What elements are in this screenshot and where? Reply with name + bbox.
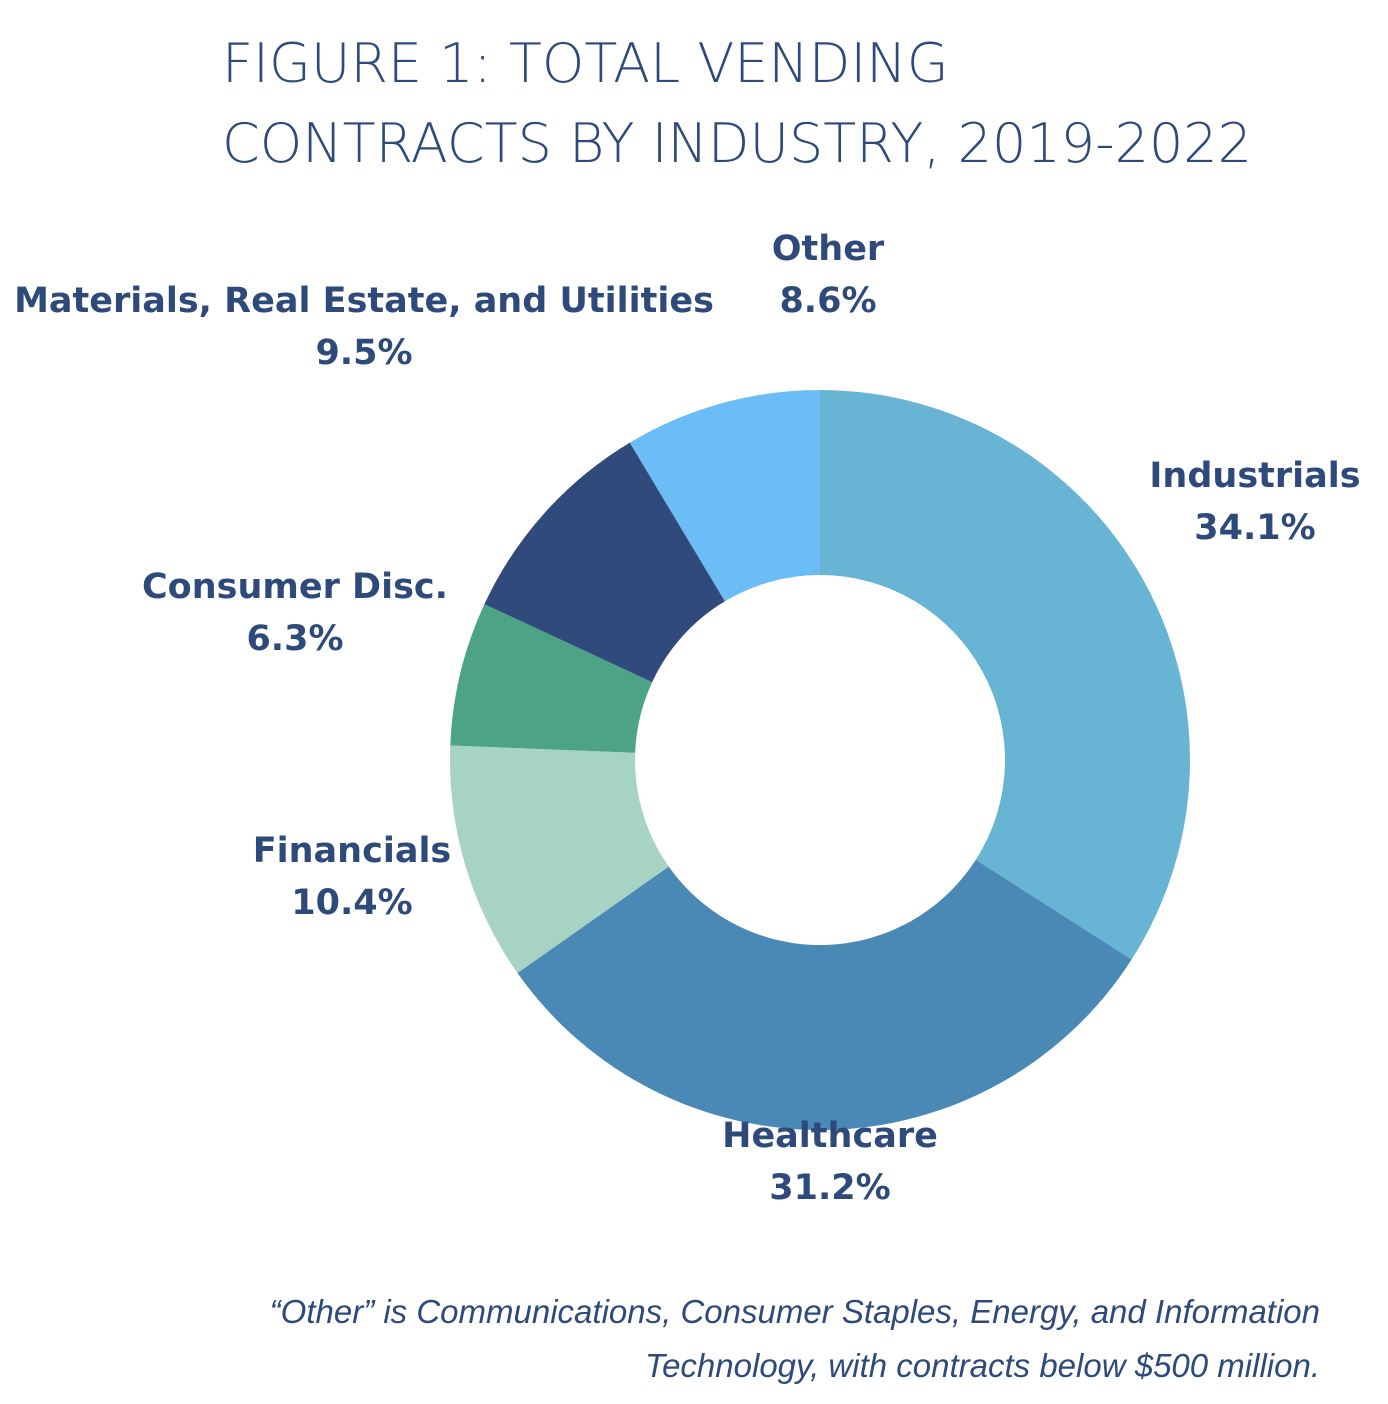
slice-label: Financials bbox=[253, 831, 452, 871]
slice bbox=[629, 390, 820, 602]
slice bbox=[450, 745, 669, 974]
footnote: “Other” is Communications, Consumer Stap… bbox=[270, 1293, 1320, 1330]
slice-label: Consumer Disc. bbox=[142, 567, 448, 607]
slice-label: Other bbox=[772, 229, 885, 269]
slice-label: Healthcare bbox=[722, 1116, 938, 1156]
slice-label: Materials, Real Estate, and Utilities bbox=[14, 281, 714, 321]
slice-label: Industrials bbox=[1149, 456, 1360, 496]
value-label: 31.2% bbox=[769, 1168, 890, 1208]
value-label: 9.5% bbox=[315, 333, 412, 373]
footnote: Technology, with contracts below $500 mi… bbox=[645, 1347, 1320, 1384]
value-label: 6.3% bbox=[246, 619, 343, 659]
value-label: 8.6% bbox=[779, 281, 876, 321]
value-label: 10.4% bbox=[291, 883, 412, 923]
slice bbox=[820, 390, 1190, 960]
slice bbox=[517, 859, 1132, 1130]
chart-title: CONTRACTS BY INDUSTRY, 2019-2022 bbox=[222, 112, 1252, 175]
value-label: 34.1% bbox=[1194, 508, 1315, 548]
chart-title: FIGURE 1: TOTAL VENDING bbox=[222, 32, 949, 95]
slice bbox=[484, 442, 725, 683]
slice bbox=[450, 604, 653, 753]
